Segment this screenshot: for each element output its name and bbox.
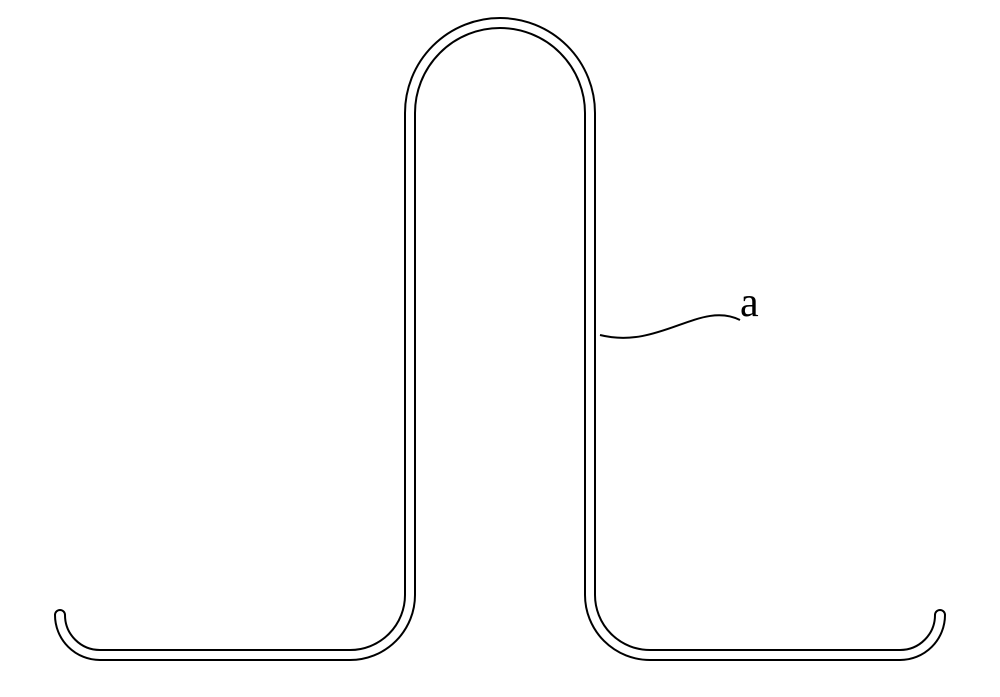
label-a: a: [740, 279, 759, 327]
wire-outline: [55, 18, 945, 660]
label-a-leader: [600, 315, 740, 338]
wire-profile-diagram: [0, 0, 1000, 697]
